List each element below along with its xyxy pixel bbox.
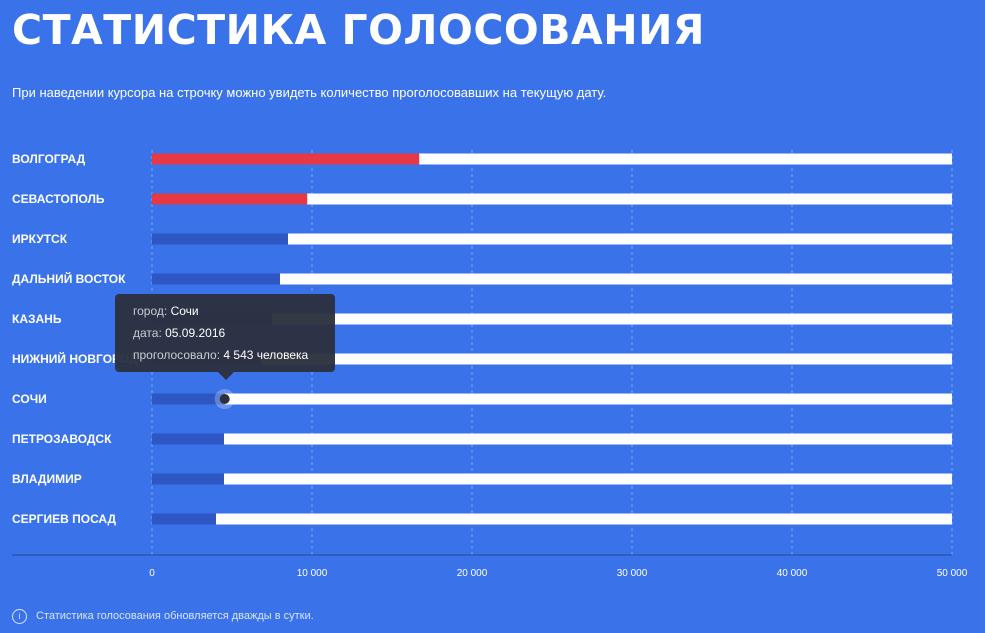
category-label: СЕРГИЕВ ПОСАД: [12, 512, 117, 526]
category-label: СЕВАСТОПОЛЬ: [12, 192, 105, 206]
x-tick-label: 20 000: [457, 568, 488, 579]
tooltip-date-key: дата:: [133, 326, 162, 340]
x-tick-label: 10 000: [297, 568, 328, 579]
category-label: НИЖНИЙ НОВГОРОД: [12, 351, 138, 366]
tooltip-date-value: 05.09.2016: [165, 326, 226, 340]
category-label: СОЧИ: [12, 392, 47, 406]
tooltip-date-row: дата: 05.09.2016: [133, 325, 335, 347]
bar-track: [152, 153, 952, 165]
hover-point: [219, 394, 230, 404]
bar-track: [152, 513, 952, 525]
category-label: ИРКУТСК: [12, 232, 68, 246]
tooltip-city-row: город: Сочи: [133, 303, 335, 325]
bar: [152, 273, 280, 285]
bar-track: [152, 393, 952, 405]
x-tick-label: 0: [149, 568, 155, 579]
bar-track: [152, 353, 952, 365]
x-axis: 0 10 000 20 000 30 000 40 000 50 000: [12, 554, 968, 579]
grid-lines: [151, 150, 953, 555]
category-label: ВЛАДИМИР: [12, 472, 82, 486]
tooltip-votes-key: проголосовало:: [133, 348, 221, 362]
x-tick-label: 50 000: [937, 568, 968, 579]
bar-track: [152, 193, 952, 205]
bar: [152, 233, 288, 245]
bar-track: [152, 233, 952, 245]
bar-track: [152, 433, 952, 445]
bar: [152, 513, 216, 525]
x-tick-label: 40 000: [777, 568, 808, 579]
hover-tooltip: город: Сочи дата: 05.09.2016 проголосова…: [115, 294, 335, 372]
category-label: КАЗАНЬ: [12, 312, 62, 326]
bar-track: [152, 313, 952, 325]
bar: [152, 473, 224, 485]
tooltip-city-key: город:: [133, 304, 168, 318]
page-subtitle: При наведении курсора на строчку можно у…: [12, 85, 607, 100]
footnote: i Статистика голосования обновляется два…: [12, 607, 314, 625]
category-label: ПЕТРОЗАВОДСК: [12, 432, 112, 446]
bar: [152, 153, 420, 165]
hover-marker: [214, 389, 235, 409]
tooltip-votes-value: 4 543 человека: [223, 348, 309, 362]
bar: [152, 433, 224, 445]
category-label: ДАЛЬНИЙ ВОСТОК: [12, 271, 126, 286]
info-icon[interactable]: i: [12, 608, 27, 624]
bar-track: [152, 273, 952, 285]
category-labels: ВОЛГОГРАД СЕВАСТОПОЛЬ ИРКУТСК ДАЛЬНИЙ ВОСТО…: [12, 152, 138, 526]
x-tick-label: 30 000: [617, 568, 648, 579]
bar-track: [152, 473, 952, 485]
bar: [152, 393, 225, 405]
bar: [152, 193, 308, 205]
tooltip-city-value: Сочи: [170, 304, 199, 318]
page-title: СТАТИСТИКА ГОЛОСОВАНИЯ: [12, 6, 705, 54]
tooltip-votes-row: проголосовало: 4 543 человека: [133, 347, 335, 369]
tooltip-arrow: [218, 372, 234, 380]
footnote-text: Статистика голосования обновляется дважд…: [36, 610, 314, 622]
category-label: ВОЛГОГРАД: [12, 152, 86, 166]
